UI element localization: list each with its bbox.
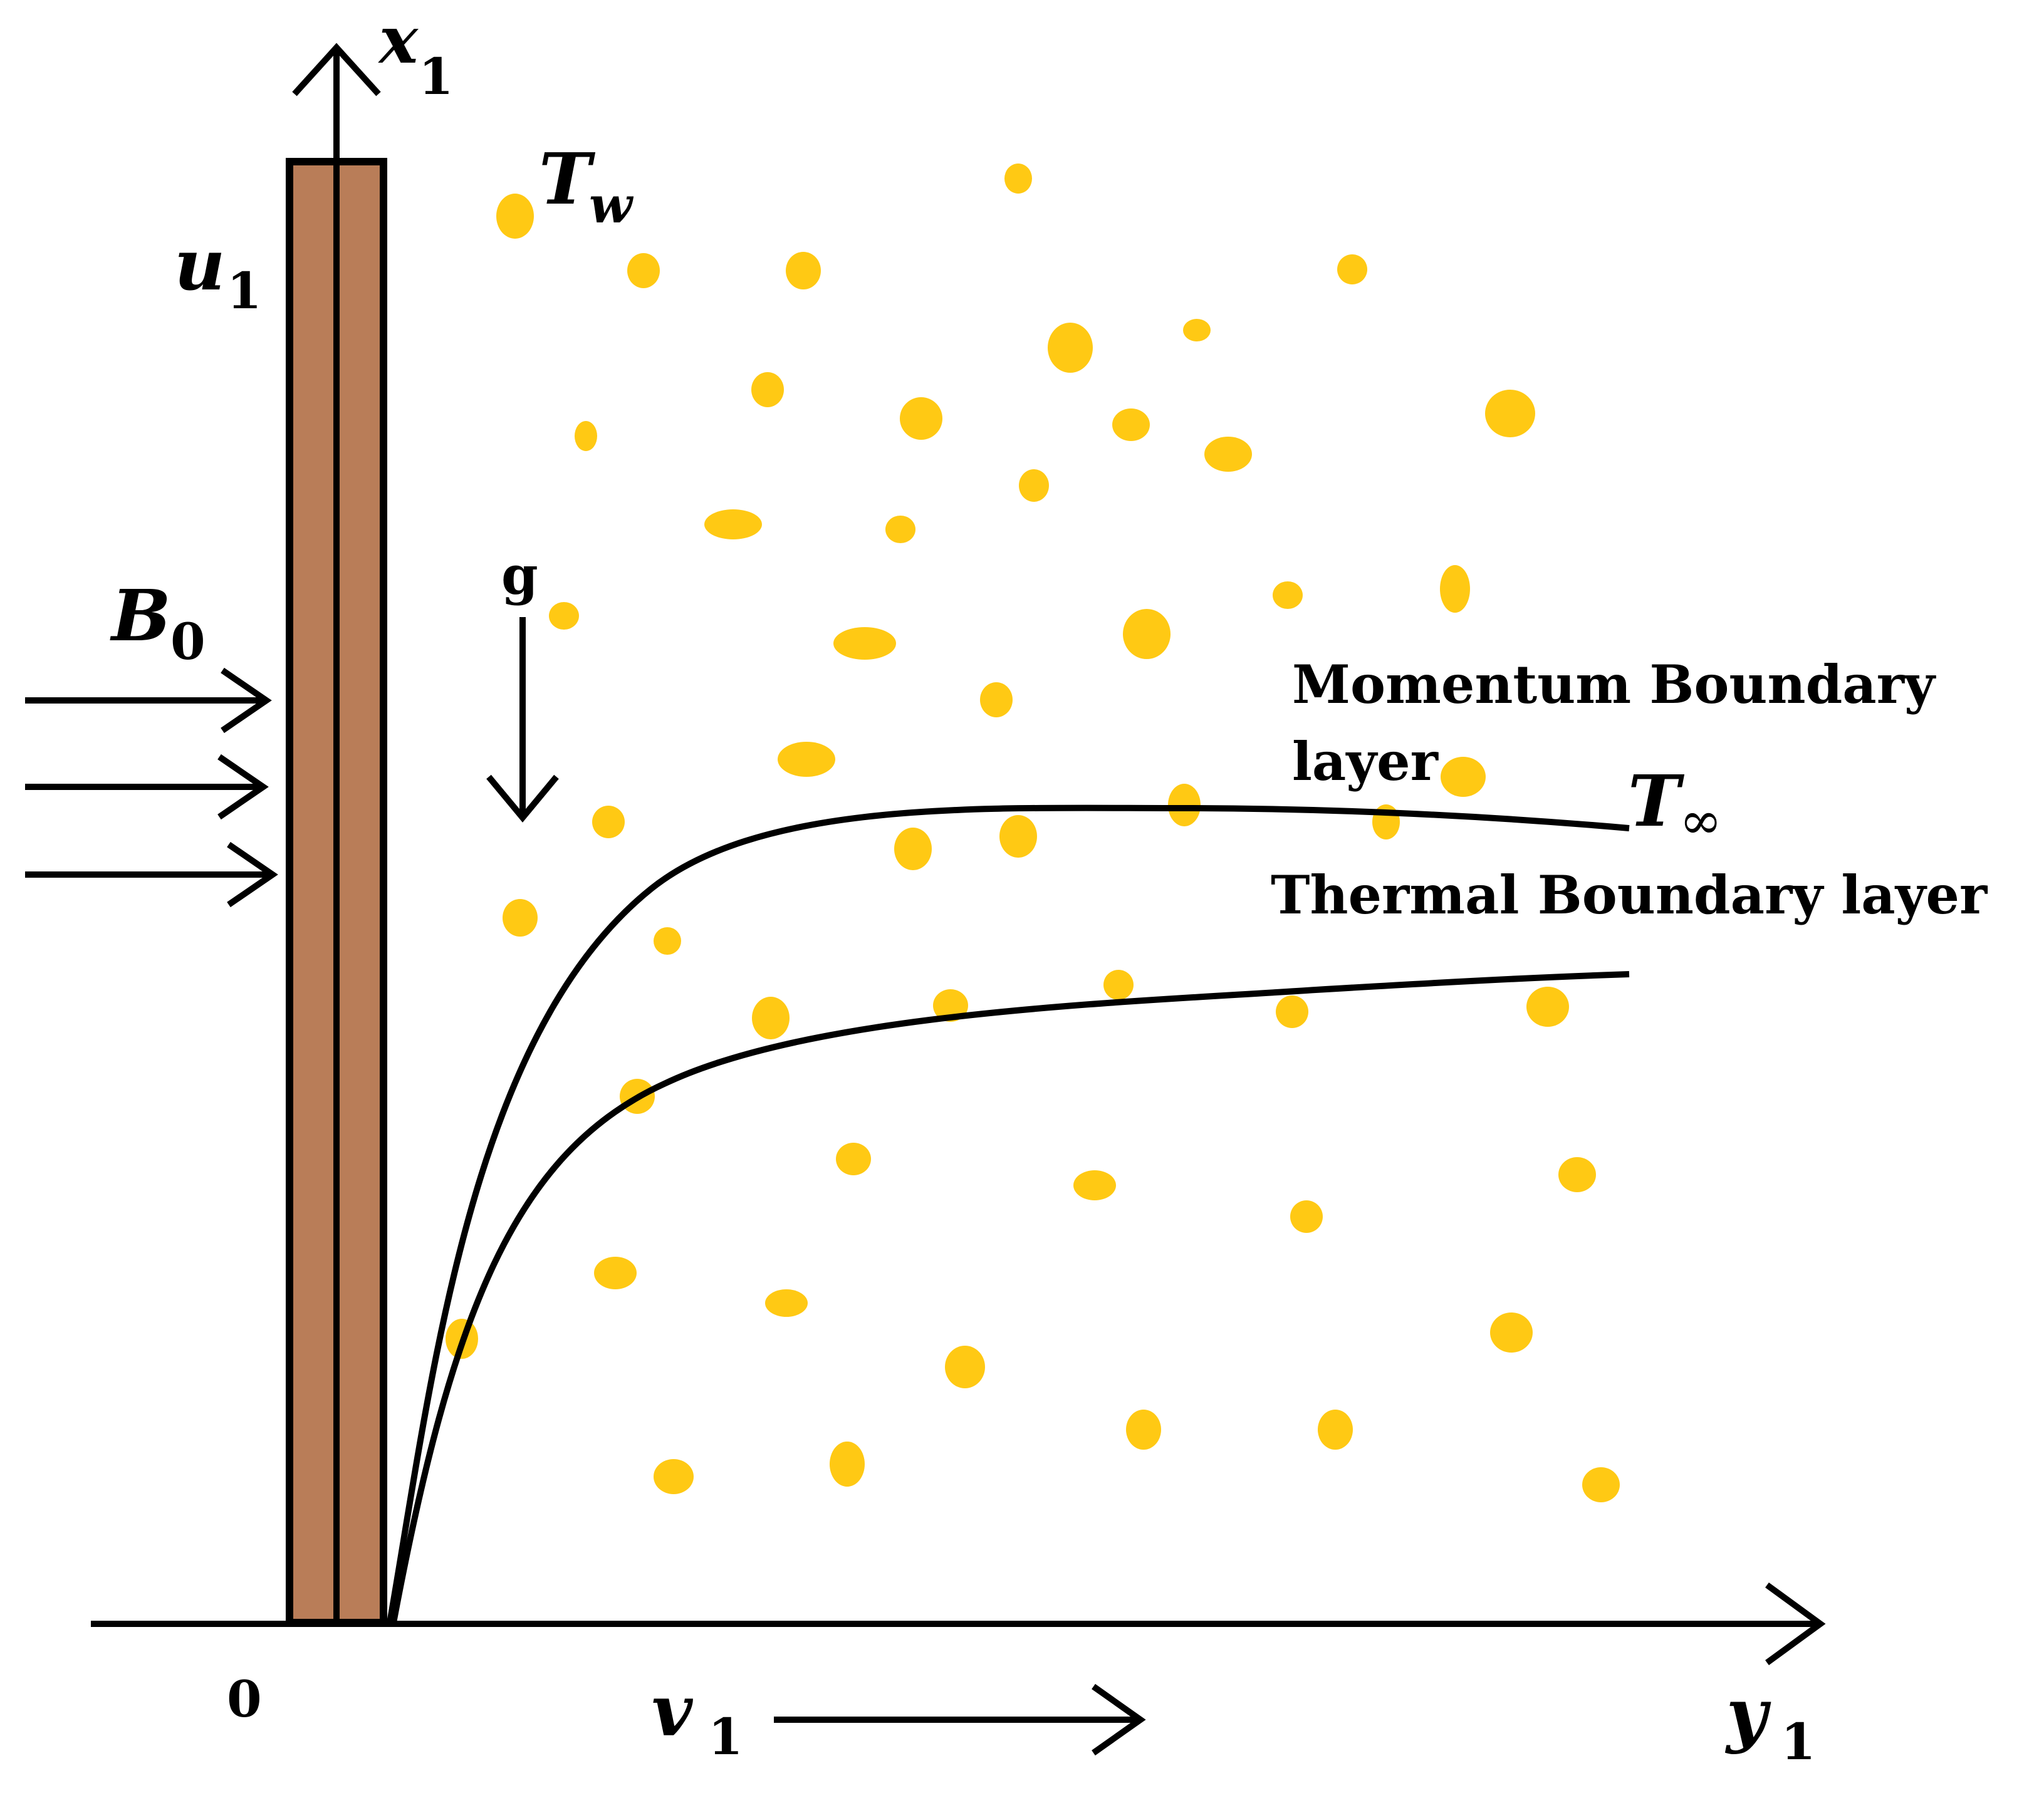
u-velocity-label: u [174,224,225,306]
nanoparticle [836,1143,871,1175]
nanoparticle [654,1459,694,1494]
x-axis-label: x [378,1,419,78]
x-axis-subscript: 1 [419,47,454,106]
nanoparticle [1440,565,1470,613]
origin-label: 0 [227,1670,262,1728]
nanoparticle [549,602,579,630]
nanoparticle [594,1257,637,1289]
vertical-plate [286,158,387,1626]
v-velocity-label: v [652,1670,694,1752]
thermal-boundary-curve [390,971,1630,1623]
nanoparticle [1103,970,1134,1000]
nanoparticle [1204,437,1252,472]
nanoparticle [885,516,915,543]
ambient-temperature-label: T [1628,761,1685,843]
nanoparticle [1048,323,1093,373]
nanoparticle [1290,1200,1323,1233]
momentum-boundary-curve [387,804,1630,1623]
nanoparticle [999,815,1037,858]
nanoparticle [1112,408,1150,441]
nanoparticle [575,421,597,451]
nanoparticle [1485,390,1535,437]
nanoparticle [1123,609,1171,659]
nanoparticle [765,1289,808,1317]
nanoparticle [1183,319,1211,341]
nanoparticle [980,682,1013,717]
nanoparticle [1126,1410,1161,1450]
nanoparticle [627,253,660,288]
magnetic-field-label: B [110,575,171,657]
wall-temperature-label: T [539,138,596,221]
gravity-arrow [486,617,559,823]
nanoparticle [592,806,625,838]
momentum-boundary-label: Momentum Boundary [1292,653,1936,715]
nanoparticle [786,252,821,289]
nanoparticle [704,509,762,539]
nanoparticle [1276,995,1308,1028]
nanoparticle [1582,1467,1620,1502]
nanoparticle [752,997,790,1039]
nanoparticle [1318,1410,1353,1450]
nanoparticle [778,742,835,777]
nanoparticle [830,1442,865,1487]
y-axis-label: y [1724,1673,1771,1755]
magnetic-field-subscript: 0 [170,612,206,671]
nanoparticle [1441,757,1486,797]
velocity-v-arrow [774,1683,1146,1756]
thermal-boundary-label: Thermal Boundary layer [1271,864,1988,926]
u-velocity-subscript: 1 [227,261,262,320]
x-axis [292,43,381,162]
y-axis-subscript: 1 [1781,1712,1816,1771]
ambient-temperature-subscript: ∞ [1679,791,1722,851]
nanoparticle [1004,164,1032,194]
nanoparticle [1073,1170,1116,1200]
nanoparticle [1558,1157,1596,1192]
nanoparticle [900,397,942,440]
nanoparticle [751,372,784,407]
nanoparticle [496,194,534,239]
wall-temperature-subscript: w [589,175,634,234]
y-axis [91,1582,1826,1666]
nanoparticle [945,1346,985,1388]
nanoparticle [1337,254,1367,284]
nanoparticles [446,164,1620,1502]
nanoparticle [894,828,932,870]
nanoparticle [654,927,681,955]
nanoparticle [1526,987,1569,1027]
nanoparticle [1168,784,1201,826]
nanoparticle [1019,469,1049,502]
nanoparticle [833,627,896,660]
nanoparticle [1490,1312,1533,1353]
gravity-label: g [501,544,538,606]
momentum-boundary-label-line2: layer [1292,730,1439,793]
nanoparticle [1273,581,1303,609]
v-velocity-subscript: 1 [708,1707,743,1766]
magnetic-field-arrows [25,667,278,908]
nanoparticle [503,899,538,937]
